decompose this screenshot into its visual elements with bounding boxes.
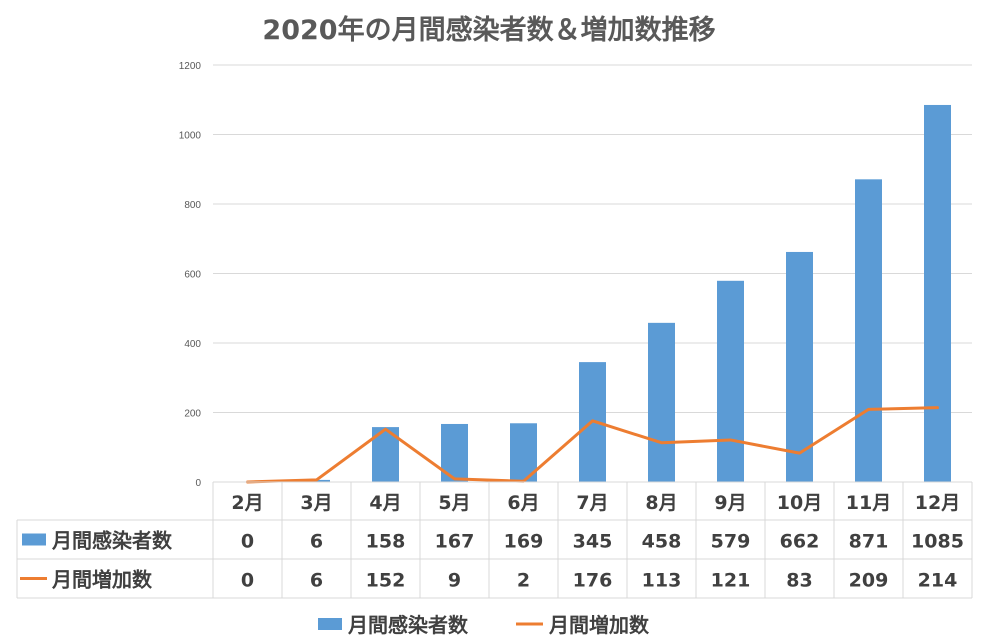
y-tick-label: 600 xyxy=(184,270,201,281)
legend-swatch-bar xyxy=(318,618,342,630)
bar xyxy=(924,104,951,483)
x-tick-label: 7月 xyxy=(576,492,608,514)
bar xyxy=(648,322,675,482)
table-cell: 6 xyxy=(310,570,323,592)
table-cell: 214 xyxy=(918,570,958,592)
x-tick-label: 8月 xyxy=(645,492,677,514)
table-cell: 6 xyxy=(310,531,323,553)
y-tick-label: 1000 xyxy=(179,131,202,142)
table-cell: 209 xyxy=(849,570,889,592)
bar-series xyxy=(303,104,951,483)
chart-title: 2020年の月間感染者数＆増加数推移 xyxy=(262,15,716,46)
table-cell: 871 xyxy=(849,531,889,553)
bar xyxy=(855,179,882,482)
y-axis-ticks: 0 200 400 600 800 1000 1200 xyxy=(179,61,202,489)
table-cell: 158 xyxy=(366,531,406,553)
table-cell: 152 xyxy=(366,570,406,592)
x-tick-label: 2月 xyxy=(231,492,263,514)
y-tick-label: 0 xyxy=(195,478,201,489)
table-cell: 0 xyxy=(241,570,254,592)
table-cell: 2 xyxy=(517,570,530,592)
x-tick-label: 6月 xyxy=(507,492,539,514)
x-tick-label: 4月 xyxy=(369,492,401,514)
table-cell: 662 xyxy=(780,531,820,553)
legend-key-bar xyxy=(22,533,46,546)
table-row-label: 月間感染者数 xyxy=(51,529,173,553)
x-tick-label: 5月 xyxy=(438,492,470,514)
x-tick-label: 10月 xyxy=(777,492,822,514)
table-cell: 167 xyxy=(435,531,475,553)
x-tick-label: 11月 xyxy=(846,492,891,514)
table-cell: 458 xyxy=(642,531,682,553)
table-cell: 345 xyxy=(573,531,613,553)
x-tick-label: 9月 xyxy=(714,492,746,514)
table-cell: 1085 xyxy=(911,531,964,553)
x-tick-label: 3月 xyxy=(300,492,332,514)
bar xyxy=(717,280,744,482)
table-cell: 9 xyxy=(448,570,461,592)
legend-label: 月間増加数 xyxy=(548,613,650,637)
y-tick-label: 400 xyxy=(184,339,201,350)
table-cell: 169 xyxy=(504,531,544,553)
x-tick-label: 12月 xyxy=(915,492,960,514)
y-tick-label: 800 xyxy=(184,200,201,211)
table-cell: 176 xyxy=(573,570,613,592)
bar xyxy=(786,251,813,482)
table-cell: 113 xyxy=(642,570,682,592)
line-series xyxy=(246,406,939,484)
table-cell: 121 xyxy=(711,570,751,592)
table-cell: 83 xyxy=(786,570,812,592)
table-row-label: 月間増加数 xyxy=(51,568,153,592)
table-cell: 0 xyxy=(241,531,254,553)
y-tick-label: 1200 xyxy=(179,61,202,72)
table-cell: 579 xyxy=(711,531,751,553)
legend: 月間感染者数 月間増加数 xyxy=(318,613,650,637)
legend-label: 月間感染者数 xyxy=(347,613,469,637)
y-tick-label: 200 xyxy=(184,409,201,420)
